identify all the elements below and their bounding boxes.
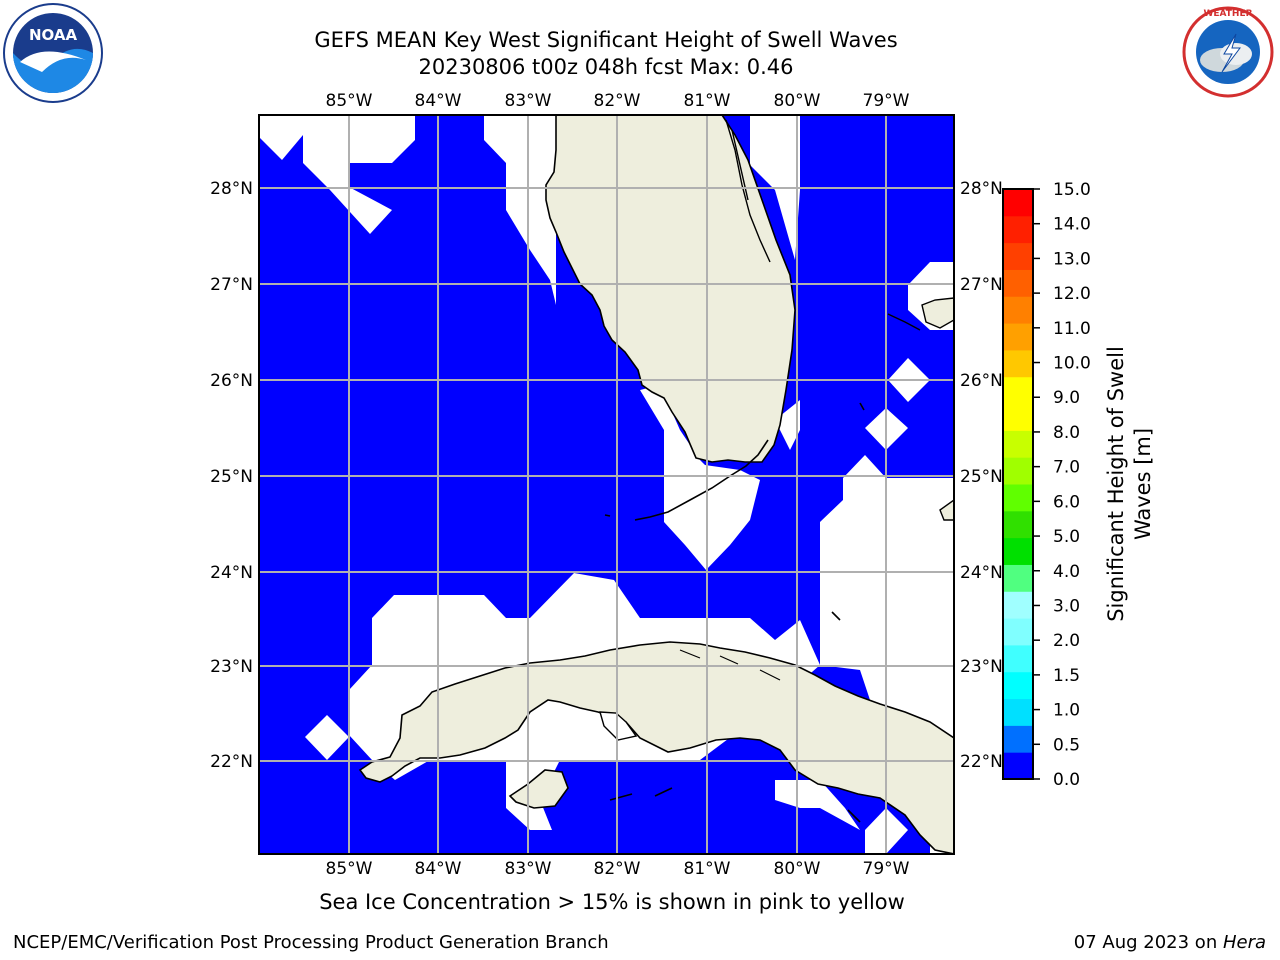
colorbar-swatch <box>1003 323 1033 351</box>
noaa-logo-text: NOAA <box>29 26 78 44</box>
lat-label: 26°N <box>210 371 253 391</box>
colorbar-swatch <box>1003 510 1033 539</box>
lon-label: 84°W <box>415 859 462 879</box>
lat-label: 22°N <box>960 752 1003 772</box>
lat-label: 22°N <box>210 752 253 772</box>
colorbar-tick-label: 6.0 <box>1053 492 1080 512</box>
lon-label: 79°W <box>863 859 910 879</box>
footer-host: Hera <box>1222 932 1266 953</box>
lat-label: 23°N <box>210 657 253 677</box>
lat-label: 24°N <box>960 563 1003 583</box>
colorbar-tick-label: 1.0 <box>1053 701 1080 721</box>
colorbar-swatch <box>1003 296 1033 324</box>
colorbar-tick-label: 13.0 <box>1053 249 1091 269</box>
colorbar-swatch <box>1003 484 1033 512</box>
colorbar-swatch <box>1003 430 1033 458</box>
colorbar-swatch <box>1003 349 1033 378</box>
nws-logo: WEATHER <box>1182 6 1274 98</box>
colorbar-swatch <box>1003 269 1033 297</box>
colorbar-swatch <box>1003 671 1033 700</box>
colorbar-frame <box>1002 188 1034 780</box>
lon-label: 83°W <box>505 859 552 879</box>
footer-left: NCEP/EMC/Verification Post Processing Pr… <box>13 932 609 953</box>
lon-label: 80°W <box>774 91 821 111</box>
colorbar-tick-label: 14.0 <box>1053 215 1091 235</box>
footer-date: 07 Aug 2023 on <box>1073 932 1223 953</box>
lon-label: 85°W <box>326 91 373 111</box>
lon-label: 84°W <box>415 91 462 111</box>
colorbar-tick-label: 5.0 <box>1053 527 1080 547</box>
colorbar-tick-label: 9.0 <box>1053 388 1080 408</box>
colorbar-label-line1: Significant Height of Swell <box>1104 346 1128 622</box>
lon-label: 82°W <box>594 91 641 111</box>
colorbar-tick-label: 3.0 <box>1053 596 1080 616</box>
colorbar-tick-label: 7.0 <box>1053 458 1080 478</box>
lat-label: 25°N <box>960 467 1003 487</box>
lat-label: 27°N <box>960 275 1003 295</box>
colorbar-swatch <box>1003 242 1033 270</box>
lat-label: 26°N <box>960 371 1003 391</box>
cuba-land <box>358 641 954 854</box>
lon-label: 79°W <box>863 91 910 111</box>
colorbar-swatches <box>1003 189 1033 780</box>
colorbar-tick-label: 0.5 <box>1053 735 1080 755</box>
colorbar-tick-label: 12.0 <box>1053 284 1091 304</box>
colorbar-tick-label: 4.0 <box>1053 562 1080 582</box>
lat-label: 28°N <box>960 179 1003 199</box>
lat-label: 28°N <box>210 179 253 199</box>
colorbar: 15.0 14.0 13.0 12.0 11.0 10.0 9.0 8.0 7.0 6.0 5.0 4… <box>1002 180 1155 790</box>
colorbar-swatch <box>1003 537 1033 565</box>
lat-label: 24°N <box>210 563 253 583</box>
colorbar-swatch <box>1003 376 1033 405</box>
colorbar-tick-label: 15.0 <box>1053 180 1091 200</box>
colorbar-swatch <box>1003 403 1033 431</box>
noaa-logo: NOAA <box>3 3 103 103</box>
colorbar-swatch <box>1003 644 1033 673</box>
colorbar-swatch <box>1003 698 1033 726</box>
colorbar-swatch <box>1003 725 1033 753</box>
colorbar-swatch <box>1003 215 1033 244</box>
lon-label: 81°W <box>684 91 731 111</box>
lat-label: 23°N <box>960 657 1003 677</box>
lon-label: 82°W <box>594 859 641 879</box>
footer-right: 07 Aug 2023 on Hera <box>1074 932 1266 953</box>
colorbar-tick-label: 2.0 <box>1053 631 1080 651</box>
lon-label: 83°W <box>505 91 552 111</box>
caption: Sea Ice Concentration > 15% is shown in … <box>319 890 905 914</box>
graticule <box>259 115 954 854</box>
lat-label: 27°N <box>210 275 253 295</box>
lat-label: 25°N <box>210 467 253 487</box>
colorbar-label-line2: Waves [m] <box>1131 428 1155 540</box>
svg-text:WEATHER: WEATHER <box>1203 9 1252 19</box>
lon-label: 85°W <box>326 859 373 879</box>
colorbar-tick-label: 10.0 <box>1053 354 1091 374</box>
lon-label: 80°W <box>774 859 821 879</box>
colorbar-tick-label: 11.0 <box>1053 319 1091 339</box>
colorbar-tick-label: 0.0 <box>1053 770 1080 790</box>
colorbar-swatch <box>1003 457 1033 485</box>
colorbar-swatch <box>1003 591 1033 619</box>
colorbar-swatch <box>1003 564 1033 592</box>
colorbar-swatch <box>1003 752 1033 780</box>
colorbar-tick-label: 8.0 <box>1053 423 1080 443</box>
lon-label: 81°W <box>684 859 731 879</box>
map-subtitle: 20230806 t00z 048h fcst Max: 0.46 <box>418 55 794 79</box>
map-frame <box>258 114 955 855</box>
colorbar-tick-label: 1.5 <box>1053 666 1080 686</box>
map-title: GEFS MEAN Key West Significant Height of… <box>314 28 898 52</box>
colorbar-swatch <box>1003 189 1033 217</box>
florida-land <box>545 115 796 463</box>
colorbar-swatch <box>1003 618 1033 646</box>
